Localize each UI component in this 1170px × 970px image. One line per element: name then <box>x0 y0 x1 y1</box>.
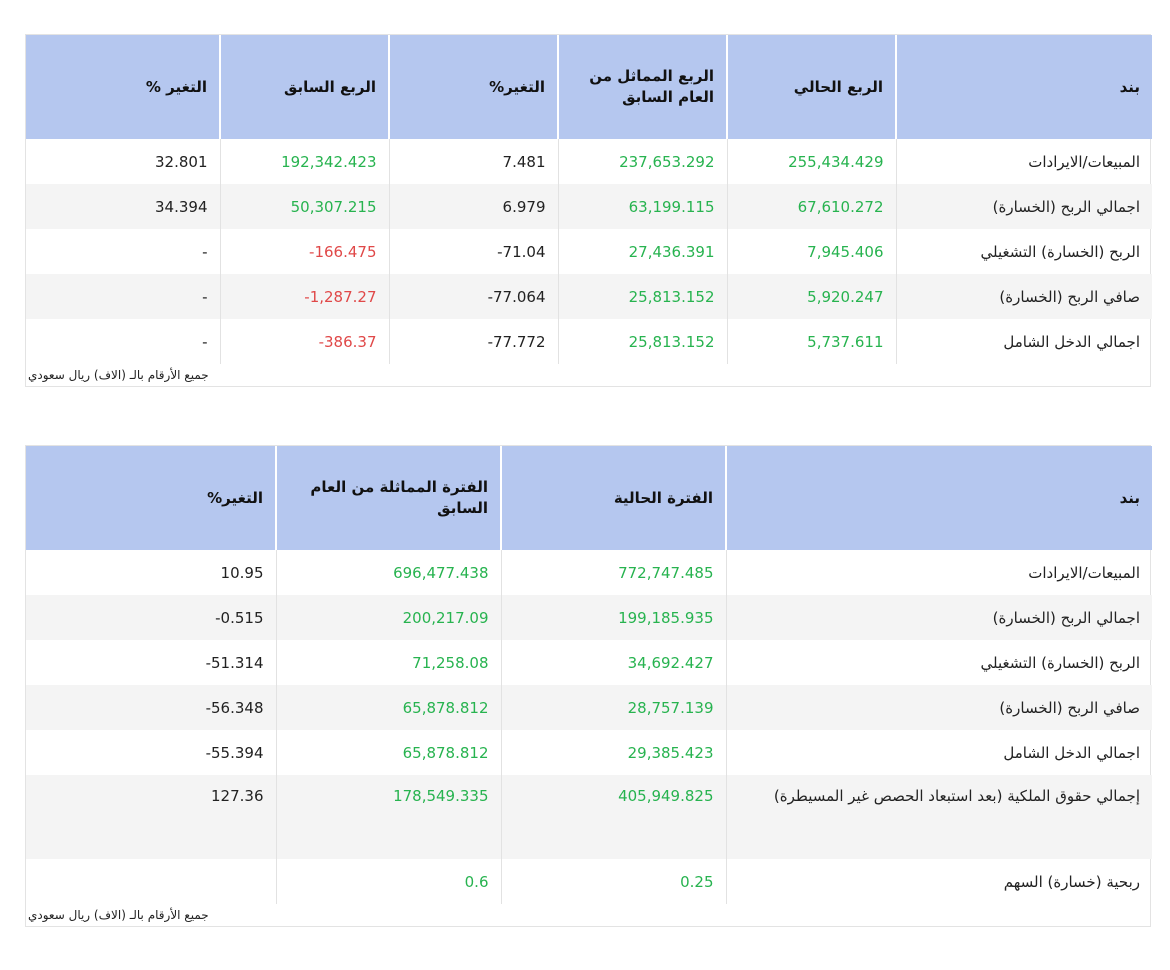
prev-quarter-value: 50,307.215 <box>219 184 389 229</box>
current-value: 5,920.247 <box>726 274 896 319</box>
row-label: المبيعات/الايرادات <box>725 550 1152 595</box>
row-label: الربح (الخسارة) التشغيلي <box>725 640 1152 685</box>
change-value-2: - <box>26 274 220 319</box>
change-value <box>26 859 276 904</box>
change-value: 7.481 <box>388 139 558 184</box>
change-value: 71.04- <box>388 229 558 274</box>
row-label: صافي الربح (الخسارة) <box>725 685 1152 730</box>
row-label: الربح (الخسارة) التشغيلي <box>895 229 1152 274</box>
prev-quarter-value: 192,342.423 <box>219 139 389 184</box>
same-prev-value: 0.6 <box>275 859 501 904</box>
table-row: صافي الربح (الخسارة) 5,920.247 25,813.15… <box>26 274 1152 319</box>
same-prev-value: 63,199.115 <box>557 184 727 229</box>
same-prev-value: 178,549.335 <box>275 775 501 859</box>
change-value-2: 34.394 <box>26 184 220 229</box>
change-value-2: 32.801 <box>155 152 208 171</box>
same-prev-value: 237,653.292 <box>557 139 727 184</box>
change-value: 77.064- <box>388 274 558 319</box>
row-label: ربحية (خسارة) السهم <box>725 859 1152 904</box>
period-results-table: بند الفترة الحالية الفترة المماثلة من ال… <box>26 446 1152 904</box>
same-prev-value: 25,813.152 <box>557 274 727 319</box>
quarterly-results-table: بند الربع الحالي الربع المماثل من العام … <box>26 35 1152 364</box>
prev-quarter-value: 1,287.27- <box>219 274 389 319</box>
same-prev-value: 27,436.391 <box>557 229 727 274</box>
change-value: 10.95 <box>220 563 264 582</box>
current-value: 255,434.429 <box>726 139 896 184</box>
current-value: 772,747.485 <box>500 550 726 595</box>
same-prev-value: 65,878.812 <box>275 685 501 730</box>
current-value: 29,385.423 <box>500 730 726 775</box>
header-change-percent: التغير% <box>26 446 276 550</box>
prev-quarter-value: 386.37- <box>219 319 389 364</box>
header-change-percent: التغير% <box>388 35 558 139</box>
same-prev-value: 25,813.152 <box>557 319 727 364</box>
current-value: 5,737.611 <box>726 319 896 364</box>
change-value-2: - <box>202 242 208 261</box>
current-value: 67,610.272 <box>726 184 896 229</box>
row-label: اجمالي الربح (الخسارة) <box>895 184 1152 229</box>
change-value: 0.515- <box>26 595 276 640</box>
table-row: ربحية (خسارة) السهم 0.25 0.6 <box>26 859 1152 904</box>
change-value: 51.314- <box>205 653 264 672</box>
header-change-percent-2: التغير % <box>26 35 220 139</box>
same-prev-value: 65,878.812 <box>275 730 501 775</box>
prev-quarter-value: 166.475- <box>219 229 389 274</box>
change-value-2: - <box>202 332 208 351</box>
period-results-panel: بند الفترة الحالية الفترة المماثلة من ال… <box>25 445 1152 927</box>
table-row: المبيعات/الايرادات 772,747.485 696,477.4… <box>26 550 1152 595</box>
header-item: بند <box>725 446 1152 550</box>
header-same-quarter-prev-year: الربع المماثل من العام السابق <box>557 35 727 139</box>
table-row: الربح (الخسارة) التشغيلي 7,945.406 27,43… <box>26 229 1152 274</box>
table-row: صافي الربح (الخسارة) 28,757.139 65,878.8… <box>26 685 1152 730</box>
current-value: 199,185.935 <box>500 595 726 640</box>
change-value: 127.36 <box>26 775 276 859</box>
row-label: إجمالي حقوق الملكية (بعد استبعاد الحصص غ… <box>725 775 1152 859</box>
table-row: إجمالي حقوق الملكية (بعد استبعاد الحصص غ… <box>26 775 1152 859</box>
row-label: اجمالي الدخل الشامل <box>725 730 1152 775</box>
same-prev-value: 200,217.09 <box>275 595 501 640</box>
row-label: اجمالي الربح (الخسارة) <box>725 595 1152 640</box>
table-row: اجمالي الربح (الخسارة) 67,610.272 63,199… <box>26 184 1152 229</box>
table-header-row: بند الربع الحالي الربع المماثل من العام … <box>26 35 1152 139</box>
change-value: 56.348- <box>26 685 276 730</box>
same-prev-value: 696,477.438 <box>275 550 501 595</box>
current-value: 405,949.825 <box>500 775 726 859</box>
header-current-period: الفترة الحالية <box>500 446 726 550</box>
change-value: 77.772- <box>388 319 558 364</box>
row-label: المبيعات/الايرادات <box>895 139 1152 184</box>
table-header-row: بند الفترة الحالية الفترة المماثلة من ال… <box>26 446 1152 550</box>
current-value: 28,757.139 <box>500 685 726 730</box>
change-value: 6.979 <box>388 184 558 229</box>
table-row: الربح (الخسارة) التشغيلي 34,692.427 71,2… <box>26 640 1152 685</box>
header-current-quarter: الربع الحالي <box>726 35 896 139</box>
currency-note: جميع الأرقام بالـ (الاف) ريال سعودي <box>28 908 209 922</box>
same-prev-value: 71,258.08 <box>275 640 501 685</box>
current-value: 34,692.427 <box>500 640 726 685</box>
row-label: صافي الربح (الخسارة) <box>895 274 1152 319</box>
change-value: 55.394- <box>205 743 264 762</box>
table-row: اجمالي الربح (الخسارة) 199,185.935 200,2… <box>26 595 1152 640</box>
quarterly-results-panel: بند الربع الحالي الربع المماثل من العام … <box>25 34 1152 387</box>
table-row: اجمالي الدخل الشامل 5,737.611 25,813.152… <box>26 319 1152 364</box>
current-value: 7,945.406 <box>726 229 896 274</box>
header-item: بند <box>895 35 1152 139</box>
row-label: اجمالي الدخل الشامل <box>895 319 1152 364</box>
currency-note: جميع الأرقام بالـ (الاف) ريال سعودي <box>28 368 209 382</box>
table-row: المبيعات/الايرادات 255,434.429 237,653.2… <box>26 139 1152 184</box>
current-value: 0.25 <box>500 859 726 904</box>
table-row: اجمالي الدخل الشامل 29,385.423 65,878.81… <box>26 730 1152 775</box>
header-previous-quarter: الربع السابق <box>219 35 389 139</box>
header-same-period-prev-year: الفترة المماثلة من العام السابق <box>275 446 501 550</box>
